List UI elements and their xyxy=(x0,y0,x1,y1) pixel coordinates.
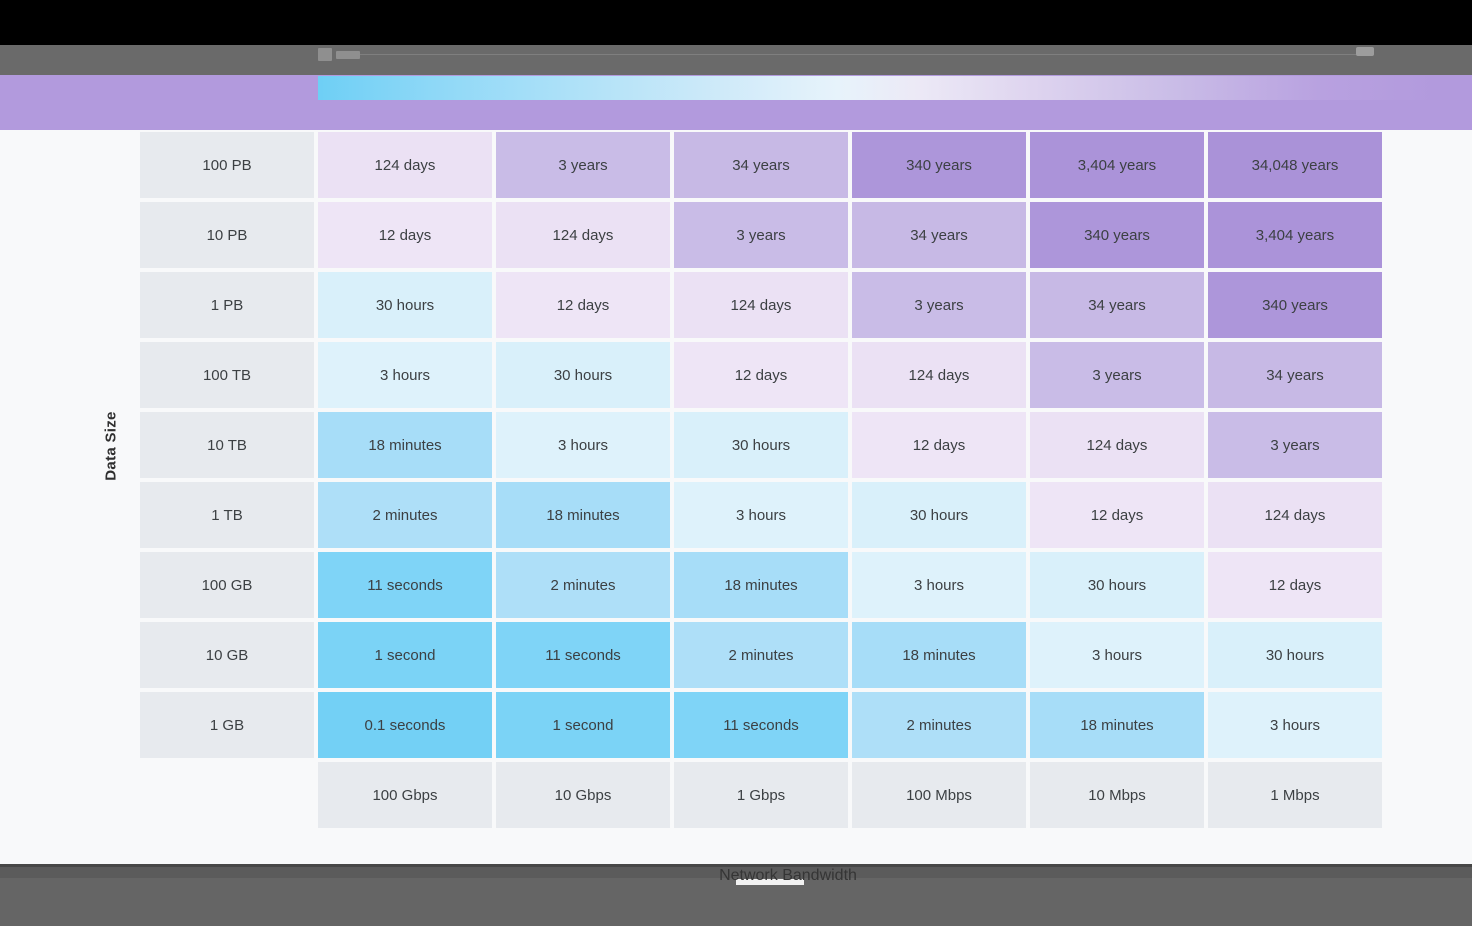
heatmap-cell: 30 hours xyxy=(1030,552,1204,618)
heatmap-cell: 34 years xyxy=(1208,342,1382,408)
heatmap-cell: 2 minutes xyxy=(852,692,1026,758)
heatmap-cell: 2 minutes xyxy=(674,622,848,688)
heatmap-cell: 30 hours xyxy=(318,272,492,338)
heatmap-cell: 3,404 years xyxy=(1208,202,1382,268)
heatmap-cell: 34 years xyxy=(1030,272,1204,338)
heatmap-cell: 340 years xyxy=(1208,272,1382,338)
heatmap-cell: 1 second xyxy=(496,692,670,758)
heatmap-cell: 12 days xyxy=(852,412,1026,478)
heatmap-cell: 3 hours xyxy=(1030,622,1204,688)
transfer-time-heatmap: 100 PB 124 days 3 years 34 years 340 years 3,… xyxy=(140,132,1382,828)
heatmap-cell: 3 hours xyxy=(496,412,670,478)
heatmap-cell: 18 minutes xyxy=(496,482,670,548)
dimmed-rule-line xyxy=(360,54,1356,55)
heatmap-cell: 124 days xyxy=(674,272,848,338)
dimmed-mini-icon xyxy=(1356,47,1374,56)
heatmap-cell: 34,048 years xyxy=(1208,132,1382,198)
heatmap-cell: 124 days xyxy=(496,202,670,268)
dimmed-toolbar-bar xyxy=(0,45,1472,75)
heatmap-cell: 18 minutes xyxy=(852,622,1026,688)
heatmap-cell: 3 hours xyxy=(674,482,848,548)
heatmap-cell: 30 hours xyxy=(852,482,1026,548)
heatmap-cell: 3 years xyxy=(674,202,848,268)
heatmap-cell: 3 years xyxy=(852,272,1026,338)
heatmap-cell: 0.1 seconds xyxy=(318,692,492,758)
row-label: 10 TB xyxy=(140,412,314,478)
col-label: 1 Mbps xyxy=(1208,762,1382,828)
x-axis-label: Network Bandwidth xyxy=(719,867,857,884)
row-label: 100 GB xyxy=(140,552,314,618)
col-label: 10 Gbps xyxy=(496,762,670,828)
heatmap-cell: 2 minutes xyxy=(318,482,492,548)
heatmap-cell: 11 seconds xyxy=(496,622,670,688)
footer-top-strip xyxy=(0,867,1472,878)
heatmap-cell: 3,404 years xyxy=(1030,132,1204,198)
heatmap-cell: 18 minutes xyxy=(318,412,492,478)
row-label: 10 GB xyxy=(140,622,314,688)
heatmap-cell: 3 hours xyxy=(852,552,1026,618)
dimmed-text-remnant xyxy=(318,48,332,61)
heatmap-cell: 124 days xyxy=(318,132,492,198)
col-label: 1 Gbps xyxy=(674,762,848,828)
heatmap-cell: 3 years xyxy=(496,132,670,198)
heatmap-cell: 30 hours xyxy=(496,342,670,408)
heatmap-cell: 124 days xyxy=(1208,482,1382,548)
heatmap-cell: 3 hours xyxy=(318,342,492,408)
col-label: 100 Gbps xyxy=(318,762,492,828)
heatmap-cell: 11 seconds xyxy=(318,552,492,618)
heatmap-cell: 34 years xyxy=(852,202,1026,268)
heatmap-cell: 1 second xyxy=(318,622,492,688)
heatmap-cell: 12 days xyxy=(674,342,848,408)
heatmap-cell: 3 years xyxy=(1208,412,1382,478)
heatmap-cell: 3 years xyxy=(1030,342,1204,408)
legend-banner xyxy=(0,75,1472,130)
col-label: 100 Mbps xyxy=(852,762,1026,828)
heatmap-cell: 30 hours xyxy=(674,412,848,478)
heatmap-cell: 34 years xyxy=(674,132,848,198)
heatmap-cell: 340 years xyxy=(1030,202,1204,268)
y-axis-label: Data Size xyxy=(102,411,120,481)
corner-spacer xyxy=(140,762,314,828)
top-black-bar xyxy=(0,0,1472,45)
heatmap-cell: 12 days xyxy=(318,202,492,268)
heatmap-cell: 11 seconds xyxy=(674,692,848,758)
heatmap-cell: 12 days xyxy=(1030,482,1204,548)
dimmed-footer-bar: Network Bandwidth xyxy=(0,864,1472,926)
heatmap-cell: 3 hours xyxy=(1208,692,1382,758)
heatmap-cell: 124 days xyxy=(852,342,1026,408)
row-label: 1 GB xyxy=(140,692,314,758)
heatmap-cell: 12 days xyxy=(1208,552,1382,618)
dimmed-text-remnant xyxy=(336,51,360,59)
color-scale-gradient xyxy=(318,76,1472,100)
heatmap-cell: 18 minutes xyxy=(674,552,848,618)
x-label-highlight-fragment xyxy=(736,879,804,885)
row-label: 100 PB xyxy=(140,132,314,198)
heatmap-cell: 18 minutes xyxy=(1030,692,1204,758)
heatmap-cell: 2 minutes xyxy=(496,552,670,618)
col-label: 10 Mbps xyxy=(1030,762,1204,828)
row-label: 1 TB xyxy=(140,482,314,548)
heatmap-cell: 124 days xyxy=(1030,412,1204,478)
row-label: 10 PB xyxy=(140,202,314,268)
heatmap-cell: 12 days xyxy=(496,272,670,338)
row-label: 100 TB xyxy=(140,342,314,408)
heatmap-cell: 340 years xyxy=(852,132,1026,198)
heatmap-cell: 30 hours xyxy=(1208,622,1382,688)
row-label: 1 PB xyxy=(140,272,314,338)
